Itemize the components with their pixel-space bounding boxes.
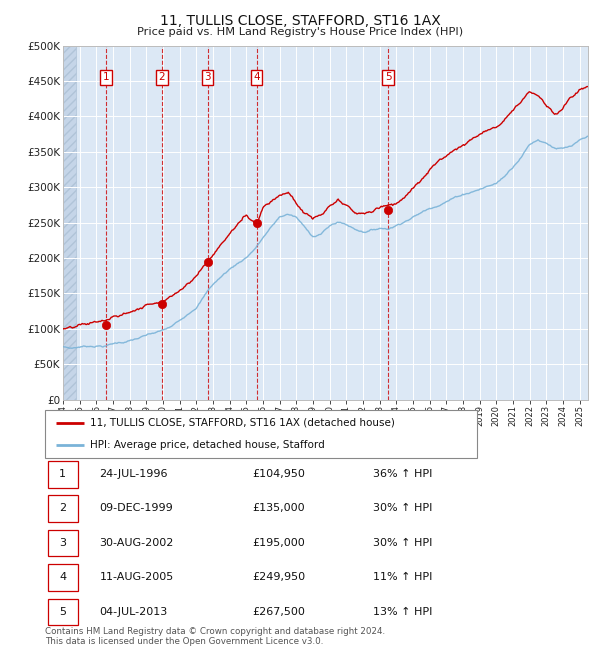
- FancyBboxPatch shape: [48, 495, 78, 522]
- Text: 30-AUG-2002: 30-AUG-2002: [100, 538, 174, 548]
- Text: 11% ↑ HPI: 11% ↑ HPI: [373, 572, 432, 582]
- Text: £267,500: £267,500: [253, 606, 305, 617]
- Text: 1: 1: [59, 469, 66, 479]
- FancyBboxPatch shape: [48, 599, 78, 625]
- Text: 24-JUL-1996: 24-JUL-1996: [100, 469, 168, 479]
- Text: 13% ↑ HPI: 13% ↑ HPI: [373, 606, 432, 617]
- FancyBboxPatch shape: [48, 530, 78, 556]
- Text: 30% ↑ HPI: 30% ↑ HPI: [373, 503, 432, 514]
- Text: 2: 2: [59, 503, 67, 514]
- Text: 36% ↑ HPI: 36% ↑ HPI: [373, 469, 432, 479]
- Text: £104,950: £104,950: [253, 469, 305, 479]
- Text: 11, TULLIS CLOSE, STAFFORD, ST16 1AX: 11, TULLIS CLOSE, STAFFORD, ST16 1AX: [160, 14, 440, 29]
- Text: £135,000: £135,000: [253, 503, 305, 514]
- Text: This data is licensed under the Open Government Licence v3.0.: This data is licensed under the Open Gov…: [45, 637, 323, 646]
- Text: 11, TULLIS CLOSE, STAFFORD, ST16 1AX (detached house): 11, TULLIS CLOSE, STAFFORD, ST16 1AX (de…: [91, 418, 395, 428]
- Text: 5: 5: [385, 72, 391, 83]
- FancyBboxPatch shape: [48, 564, 78, 591]
- Text: 11-AUG-2005: 11-AUG-2005: [100, 572, 174, 582]
- Text: 4: 4: [59, 572, 67, 582]
- FancyBboxPatch shape: [48, 461, 78, 488]
- Text: 3: 3: [59, 538, 66, 548]
- FancyBboxPatch shape: [45, 410, 477, 458]
- Text: Price paid vs. HM Land Registry's House Price Index (HPI): Price paid vs. HM Land Registry's House …: [137, 27, 463, 37]
- Text: 04-JUL-2013: 04-JUL-2013: [100, 606, 168, 617]
- Text: £195,000: £195,000: [253, 538, 305, 548]
- Text: 30% ↑ HPI: 30% ↑ HPI: [373, 538, 432, 548]
- Text: 5: 5: [59, 606, 66, 617]
- Text: 3: 3: [204, 72, 211, 83]
- Text: HPI: Average price, detached house, Stafford: HPI: Average price, detached house, Staf…: [91, 440, 325, 450]
- Bar: [63, 46, 76, 400]
- Text: Contains HM Land Registry data © Crown copyright and database right 2024.: Contains HM Land Registry data © Crown c…: [45, 627, 385, 636]
- Text: 1: 1: [103, 72, 109, 83]
- Text: £249,950: £249,950: [253, 572, 305, 582]
- Text: 2: 2: [158, 72, 166, 83]
- Text: 4: 4: [253, 72, 260, 83]
- Text: 09-DEC-1999: 09-DEC-1999: [100, 503, 173, 514]
